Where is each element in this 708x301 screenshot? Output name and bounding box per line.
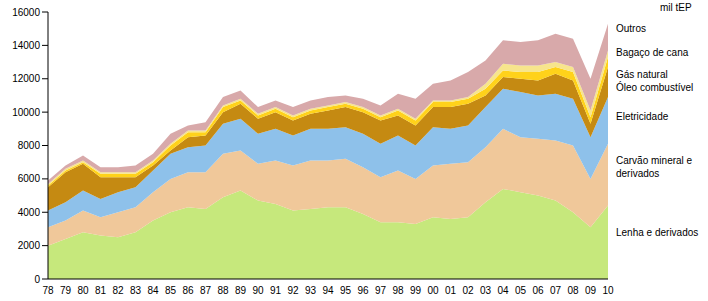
- svg-text:83: 83: [130, 285, 142, 296]
- svg-text:82: 82: [112, 285, 124, 296]
- svg-text:10000: 10000: [12, 107, 40, 118]
- svg-text:10: 10: [602, 285, 614, 296]
- svg-text:2000: 2000: [18, 240, 41, 251]
- svg-text:01: 01: [445, 285, 457, 296]
- svg-text:03: 03: [480, 285, 492, 296]
- svg-text:92: 92: [287, 285, 299, 296]
- svg-text:98: 98: [392, 285, 404, 296]
- svg-text:14000: 14000: [12, 40, 40, 51]
- svg-text:00: 00: [427, 285, 439, 296]
- svg-text:90: 90: [252, 285, 264, 296]
- svg-text:12000: 12000: [12, 73, 40, 84]
- svg-text:78: 78: [42, 285, 54, 296]
- svg-text:81: 81: [95, 285, 107, 296]
- svg-text:96: 96: [357, 285, 369, 296]
- svg-text:93: 93: [305, 285, 317, 296]
- svg-text:87: 87: [200, 285, 212, 296]
- html-text:Eletricidade: Eletricidade: [616, 111, 669, 122]
- svg-text:8000: 8000: [18, 140, 41, 151]
- svg-text:91: 91: [270, 285, 282, 296]
- svg-text:86: 86: [182, 285, 194, 296]
- html-text:Carvão mineral e derivados: Carvão mineral e derivados: [616, 155, 693, 179]
- svg-text:95: 95: [340, 285, 352, 296]
- svg-text:04: 04: [497, 285, 509, 296]
- svg-text:84: 84: [147, 285, 159, 296]
- svg-text:07: 07: [550, 285, 562, 296]
- svg-text:99: 99: [410, 285, 422, 296]
- svg-text:16000: 16000: [12, 7, 40, 18]
- html-text:Outros: Outros: [616, 23, 646, 34]
- svg-text:09: 09: [585, 285, 597, 296]
- svg-text:6000: 6000: [18, 173, 41, 184]
- html-text:Lenha e derivados: Lenha e derivados: [616, 227, 699, 238]
- html-text:mil tEP: mil tEP: [660, 2, 692, 13]
- svg-text:85: 85: [165, 285, 177, 296]
- svg-text:79: 79: [60, 285, 72, 296]
- html-text:Óleo combustível: Óleo combustível: [616, 82, 694, 93]
- svg-text:4000: 4000: [18, 207, 41, 218]
- svg-text:08: 08: [567, 285, 579, 296]
- svg-text:89: 89: [235, 285, 247, 296]
- svg-text:02: 02: [462, 285, 474, 296]
- svg-text:06: 06: [532, 285, 544, 296]
- svg-text:80: 80: [77, 285, 89, 296]
- svg-text:94: 94: [322, 285, 334, 296]
- svg-text:88: 88: [217, 285, 229, 296]
- svg-text:97: 97: [375, 285, 387, 296]
- svg-text:05: 05: [515, 285, 527, 296]
- html-text:Gás natural: Gás natural: [616, 69, 668, 80]
- svg-text:0: 0: [34, 274, 40, 285]
- html-text:Bagaço de cana: Bagaço de cana: [616, 47, 689, 58]
